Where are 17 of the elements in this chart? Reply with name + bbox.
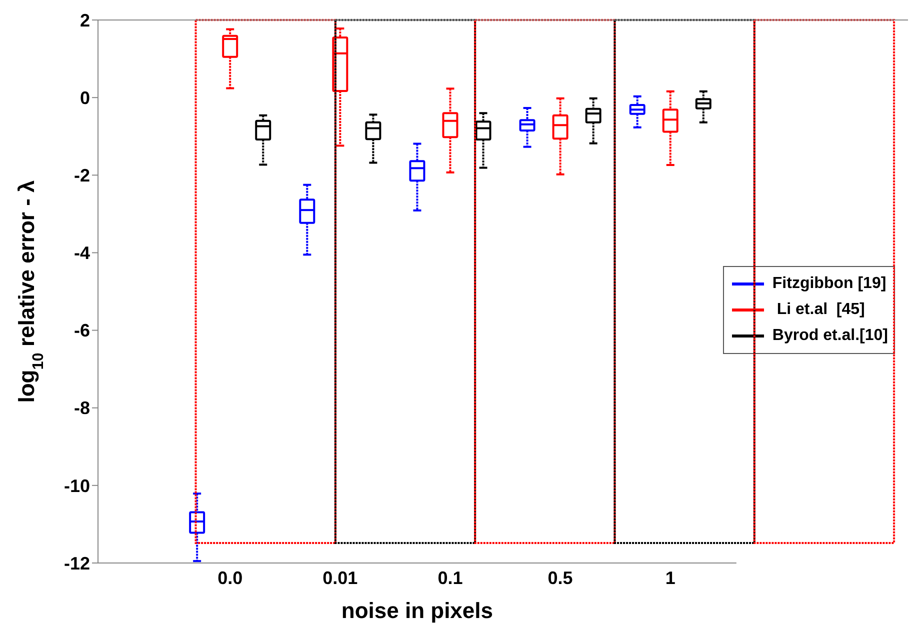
x-tick-label: 1: [665, 568, 676, 588]
x-tick-label: 0.5: [548, 568, 573, 588]
y-tick-label: -4: [74, 243, 90, 264]
legend-label: Li et.al [45]: [776, 301, 865, 319]
y-tick-label: -10: [64, 476, 90, 496]
x-tick-label: 0.0: [218, 568, 243, 588]
x-axis-title: noise in pixels: [341, 598, 494, 623]
y-tick-label: -8: [74, 398, 90, 418]
y-tick-label: 0: [80, 88, 90, 108]
legend-label: Fitzgibbon [19]: [772, 275, 886, 293]
y-tick-label: 2: [80, 10, 90, 30]
y-tick-label: -6: [74, 320, 90, 341]
legend-label: Byrod et.al.[10]: [772, 327, 888, 345]
x-tick-label: 0.01: [322, 568, 358, 588]
x-tick-label: 0.1: [438, 568, 463, 588]
y-tick-label: -2: [74, 166, 90, 186]
y-tick-label: -12: [64, 553, 90, 574]
